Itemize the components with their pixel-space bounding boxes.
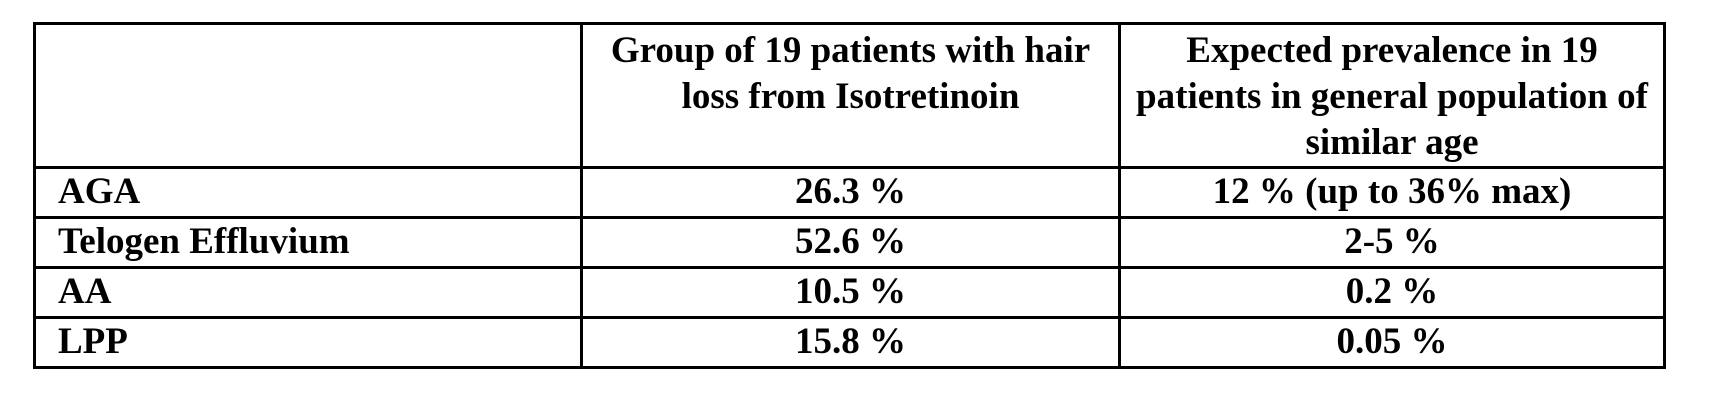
header-row: Group of 19 patients with hair loss from… xyxy=(33,22,1666,169)
header-cell-expected-prevalence: Expected prevalence in 19 patients in ge… xyxy=(1118,22,1666,169)
expected-value: 0.05 % xyxy=(1118,315,1666,369)
prevalence-table: Group of 19 patients with hair loss from… xyxy=(33,22,1666,369)
group-value: 52.6 % xyxy=(580,215,1121,269)
header-cell-empty xyxy=(33,22,583,169)
table-row: AA 10.5 % 0.2 % xyxy=(33,265,1666,319)
expected-value: 2-5 % xyxy=(1118,215,1666,269)
row-label: AA xyxy=(33,265,583,319)
table-row: AGA 26.3 % 12 % (up to 36% max) xyxy=(33,165,1666,219)
group-value: 15.8 % xyxy=(580,315,1121,369)
expected-value: 12 % (up to 36% max) xyxy=(1118,165,1666,219)
header-cell-isotretinoin-group: Group of 19 patients with hair loss from… xyxy=(580,22,1121,169)
row-label: Telogen Effluvium xyxy=(33,215,583,269)
table-row: LPP 15.8 % 0.05 % xyxy=(33,315,1666,369)
group-value: 26.3 % xyxy=(580,165,1121,219)
row-label: AGA xyxy=(33,165,583,219)
table-row: Telogen Effluvium 52.6 % 2-5 % xyxy=(33,215,1666,269)
group-value: 10.5 % xyxy=(580,265,1121,319)
row-label: LPP xyxy=(33,315,583,369)
expected-value: 0.2 % xyxy=(1118,265,1666,319)
